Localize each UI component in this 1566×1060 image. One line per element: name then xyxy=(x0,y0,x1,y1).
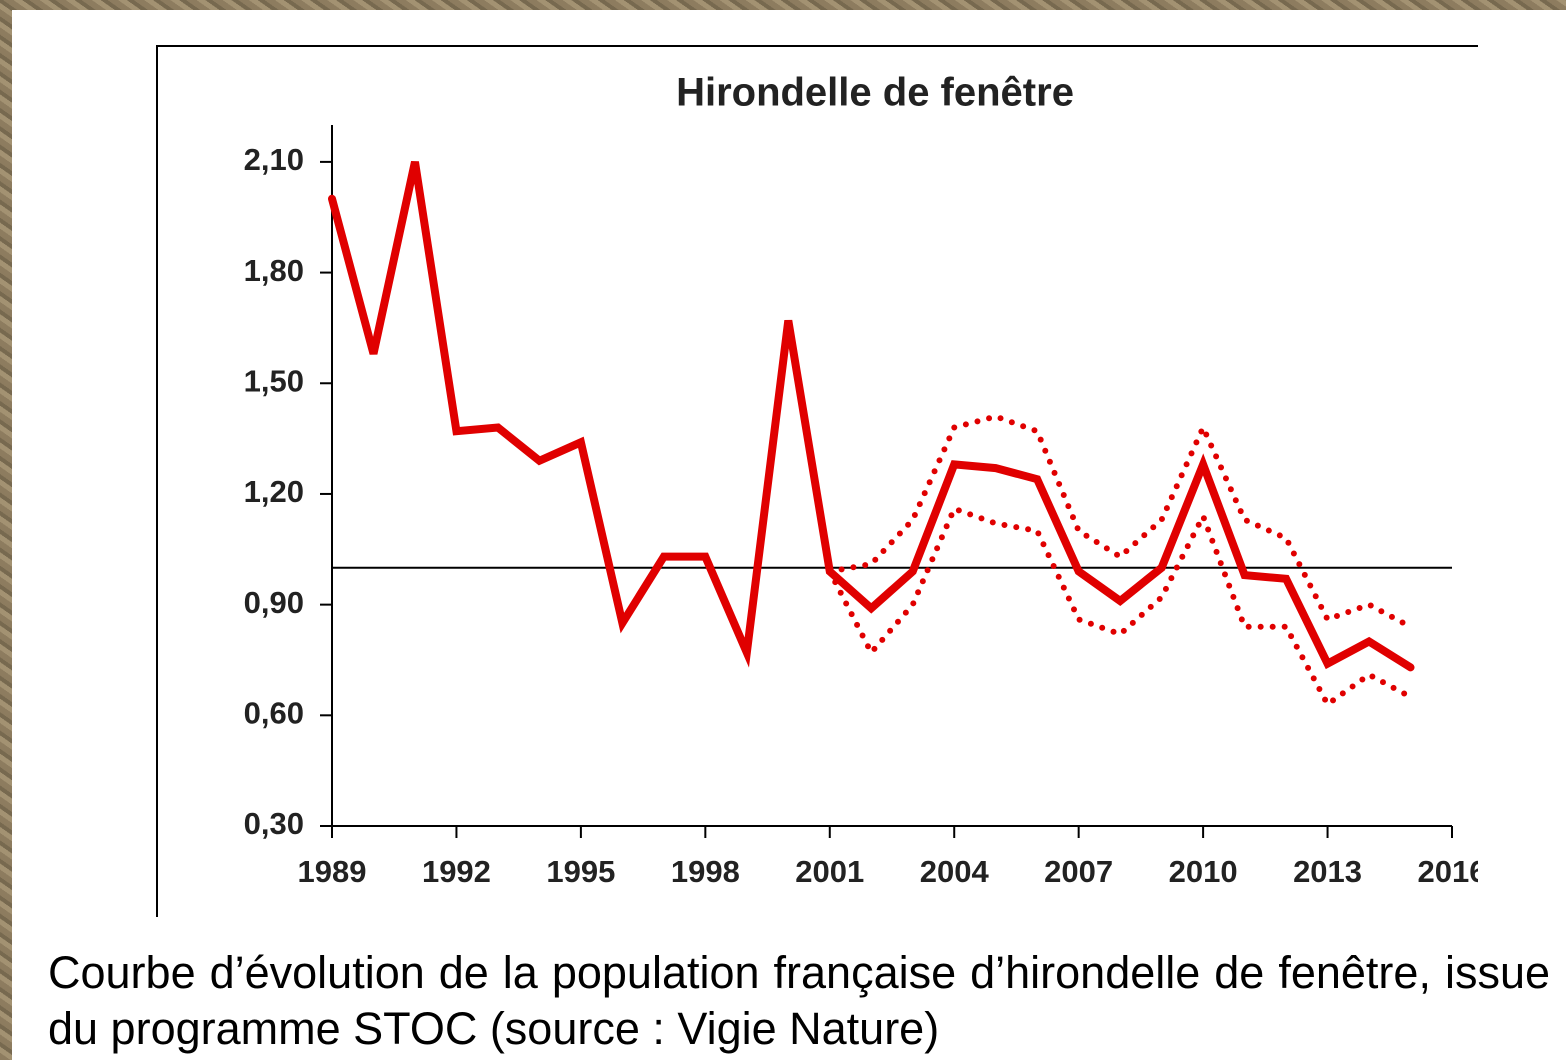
confidence-line xyxy=(830,416,1411,626)
page: Hirondelle de fenêtre 0,30 0,60 0,90 1,20 1,… xyxy=(0,0,1566,1060)
x-tick-label: 2013 xyxy=(1293,854,1362,889)
y-tick-label: 2,10 xyxy=(244,142,304,177)
x-tick-label: 2010 xyxy=(1169,854,1238,889)
y-tick-label: 0,30 xyxy=(244,806,304,841)
y-tick-label: 0,60 xyxy=(244,696,304,731)
x-tick-label: 2001 xyxy=(795,854,864,889)
x-tick-label: 1995 xyxy=(546,854,615,889)
x-tick-label: 2016 xyxy=(1418,854,1478,889)
y-tick-label: 0,90 xyxy=(244,585,304,620)
x-tick-label: 2007 xyxy=(1044,854,1113,889)
chart-title: Hirondelle de fenêtre xyxy=(676,71,1074,115)
data-line xyxy=(332,162,1411,667)
y-tick-label: 1,50 xyxy=(244,363,304,398)
x-tick-label: 1998 xyxy=(671,854,740,889)
x-tick-label: 1992 xyxy=(422,854,491,889)
x-tick-label: 1989 xyxy=(298,854,367,889)
y-tick-label: 1,80 xyxy=(244,253,304,288)
caption: Courbe d’évolution de la population fran… xyxy=(48,945,1550,1057)
y-tick-label: 1,20 xyxy=(244,474,304,509)
x-tick-label: 2004 xyxy=(920,854,990,889)
chart: Hirondelle de fenêtre 0,30 0,60 0,90 1,20 1,… xyxy=(0,0,1478,920)
